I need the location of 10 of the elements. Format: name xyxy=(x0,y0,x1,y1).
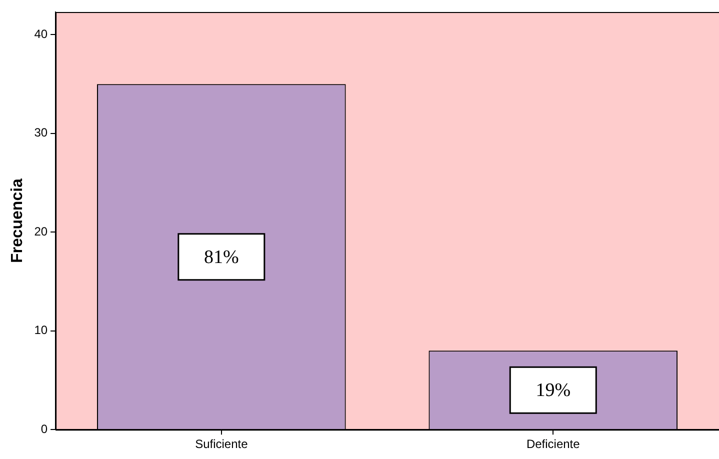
y-tick-label: 0 xyxy=(40,422,48,436)
y-tick-label: 10 xyxy=(34,323,48,338)
y-axis-title: Frecuencia xyxy=(9,178,26,264)
annotation: 81% xyxy=(204,246,239,268)
annotation: 19% xyxy=(536,380,571,402)
x-tick-label: Suficiente xyxy=(195,437,248,452)
y-tick-label: 20 xyxy=(34,224,48,238)
y-tick-label: 40 xyxy=(34,27,48,42)
x-tick-label: Deficiente xyxy=(526,437,580,452)
y-tick-label: 30 xyxy=(34,126,48,140)
